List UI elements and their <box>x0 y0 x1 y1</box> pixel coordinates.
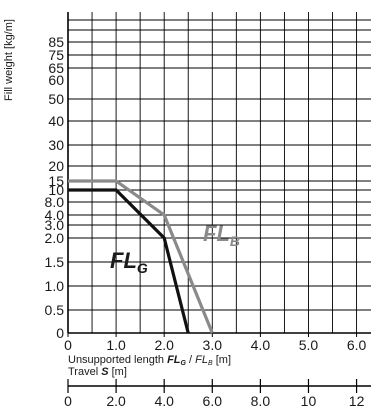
grid <box>68 12 371 333</box>
y-tick-label: 0.5 <box>45 302 65 318</box>
travel-tick-label: 8.0 <box>251 393 271 407</box>
axes: 00.51.01.52.03.04.08.0101520304050606575… <box>45 12 371 407</box>
y-tick-label: 75 <box>48 47 64 63</box>
travel-tick-label: 2.0 <box>106 393 126 407</box>
y-tick-label: 50 <box>48 91 64 107</box>
series-lines <box>68 179 214 334</box>
x-tick-label: 6.0 <box>347 337 367 353</box>
y-tick-label: 2.0 <box>45 230 65 246</box>
y-tick-label: 15 <box>48 173 64 189</box>
travel-tick-label: 4.0 <box>154 393 174 407</box>
x-tick-label: 2.0 <box>154 337 174 353</box>
y-tick-label: 65 <box>48 60 64 76</box>
travel-tick-label: 6.0 <box>203 393 223 407</box>
y-tick-label: 1.5 <box>45 254 65 270</box>
series-line-fl-g <box>68 188 190 334</box>
travel-tick-label: 10 <box>301 393 317 407</box>
x-tick-label: 5.0 <box>299 337 319 353</box>
y-tick-label: 1.0 <box>45 278 65 294</box>
y-axis-label: Fill weight [kg/m] <box>3 19 15 101</box>
y-tick-label: 0 <box>56 325 64 341</box>
travel-tick-label: 0 <box>64 393 72 407</box>
y-tick-label: 3.0 <box>45 217 65 233</box>
travel-tick-label: 12 <box>349 393 365 407</box>
y-tick-label: 30 <box>48 137 64 153</box>
y-tick-label: 4.0 <box>45 207 65 223</box>
x-tick-label: 0 <box>64 337 72 353</box>
legend-fl-g: FLG <box>110 248 148 276</box>
y-tick-label: 20 <box>48 158 64 174</box>
y-tick-label: 85 <box>48 34 64 50</box>
y-tick-label: 40 <box>48 113 64 129</box>
series-line-fl-b <box>68 179 214 334</box>
y-tick-label: 10 <box>48 182 64 198</box>
travel-axis-label: Travel S [m] <box>68 366 127 378</box>
legend-fl-b: FLB <box>203 221 240 249</box>
y-tick-label: 60 <box>48 72 64 88</box>
x-tick-label: 3.0 <box>203 337 223 353</box>
y-tick-label: 8.0 <box>45 194 65 210</box>
x-axis-label: Unsupported length FLG / FLB [m] <box>68 354 231 367</box>
x-tick-label: 4.0 <box>251 337 271 353</box>
x-tick-label: 1.0 <box>106 337 126 353</box>
